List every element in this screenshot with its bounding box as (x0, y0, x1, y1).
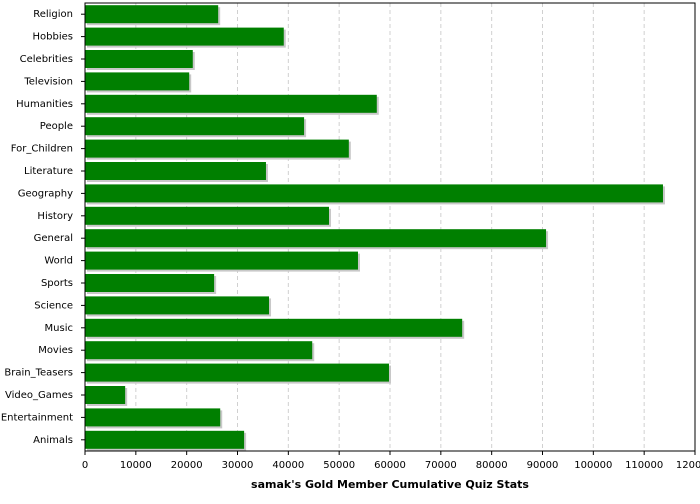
y-tick-label: People (40, 121, 73, 132)
x-tick-label: 60000 (374, 460, 406, 471)
bar (85, 184, 663, 203)
bar (85, 94, 377, 113)
bar (85, 50, 193, 68)
x-tick-label: 40000 (272, 460, 304, 471)
y-tick-label: Science (34, 300, 73, 311)
x-tick-label: 0 (82, 460, 88, 471)
y-tick-label: History (37, 211, 73, 222)
bar (85, 117, 305, 136)
bar (85, 296, 270, 315)
y-tick-label: For_Children (11, 144, 73, 155)
bar (85, 341, 313, 360)
x-tick-label: 120000 (676, 460, 700, 471)
y-tick-label: Literature (24, 166, 73, 177)
y-tick-label: Religion (33, 9, 73, 20)
y-tick-label: Hobbies (33, 32, 73, 43)
bar (85, 162, 266, 180)
x-tick-label: 80000 (476, 460, 508, 471)
bar (85, 274, 215, 292)
y-tick-label: Geography (18, 188, 73, 199)
y-tick-label: Celebrities (20, 54, 73, 65)
y-tick-label: Sports (41, 278, 73, 289)
y-tick-label: Brain_Teasers (4, 368, 73, 379)
y-tick-label: Music (45, 323, 73, 334)
x-tick-label: 100000 (574, 460, 612, 471)
bar (85, 408, 221, 427)
y-tick-label: World (44, 256, 73, 267)
bar (85, 5, 219, 24)
y-tick-label: Movies (38, 345, 73, 356)
bar (85, 363, 389, 382)
bar (85, 430, 245, 449)
y-tick-label: Entertainment (1, 412, 73, 423)
plot-frame (84, 2, 696, 452)
x-tick-label: 10000 (120, 460, 152, 471)
x-tick-label: 30000 (222, 460, 254, 471)
x-tick-label: 20000 (171, 460, 203, 471)
x-tick-label: 50000 (323, 460, 355, 471)
x-axis-title: samak's Gold Member Cumulative Quiz Stat… (251, 478, 529, 491)
bar (85, 72, 190, 91)
bar (85, 206, 329, 225)
y-tick-label: Humanities (16, 99, 73, 110)
bar (85, 139, 349, 158)
y-tick-label: General (34, 233, 73, 244)
x-tick-label: 110000 (625, 460, 663, 471)
x-tick-label: 70000 (425, 460, 457, 471)
bar (85, 27, 284, 46)
x-tick-label: 90000 (527, 460, 559, 471)
bar (85, 251, 358, 270)
bar (85, 386, 126, 404)
y-tick-label: Television (23, 76, 73, 87)
y-tick-label: Video_Games (5, 390, 73, 401)
y-tick-label: Animals (33, 435, 73, 446)
bar (85, 318, 463, 337)
bar (85, 229, 547, 248)
